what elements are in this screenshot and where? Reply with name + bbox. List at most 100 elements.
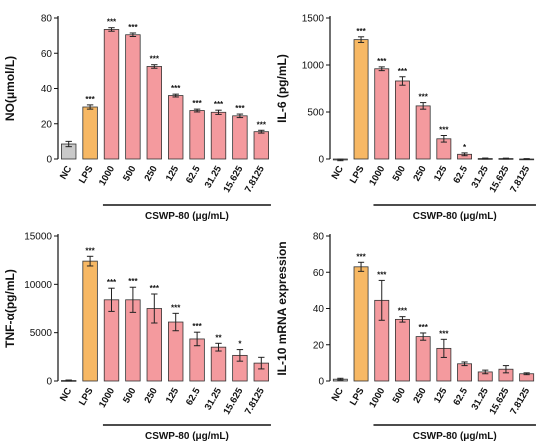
significance-mark: *** bbox=[128, 23, 138, 32]
significance-mark: *** bbox=[356, 27, 366, 36]
bar-8 bbox=[210, 346, 227, 382]
significance-mark: *** bbox=[439, 329, 449, 338]
y-tick-label: 80 bbox=[41, 14, 53, 25]
category-label: 125 bbox=[164, 385, 182, 405]
category-label: LPS bbox=[77, 386, 96, 408]
y-tick-label: 1000 bbox=[302, 61, 325, 72]
bar-3 bbox=[103, 299, 120, 382]
category-label: 7.8125 bbox=[243, 385, 267, 416]
y-axis-label: TNF-α(pg/mL) bbox=[3, 269, 17, 348]
y-tick-label: 5000 bbox=[30, 328, 53, 339]
significance-mark: *** bbox=[377, 57, 387, 66]
bar-6 bbox=[168, 95, 184, 160]
category-label: 250 bbox=[142, 164, 159, 183]
significance-mark: *** bbox=[214, 100, 224, 109]
y-tick-label: 10000 bbox=[24, 280, 52, 291]
significance-mark: *** bbox=[150, 284, 160, 293]
y-tick-label: 0 bbox=[318, 377, 324, 388]
bar-5 bbox=[415, 336, 431, 382]
y-axis-label: IL-10 mRNA expression bbox=[275, 241, 289, 375]
bar-4 bbox=[395, 318, 410, 382]
category-label: 7.8125 bbox=[243, 163, 267, 194]
y-tick-label: 20 bbox=[41, 119, 53, 130]
bar-2 bbox=[353, 266, 369, 382]
category-label: 15.625 bbox=[221, 163, 245, 194]
category-label: 250 bbox=[142, 386, 159, 405]
category-label: 1000 bbox=[367, 164, 387, 188]
significance-mark: *** bbox=[85, 246, 95, 255]
significance-mark: *** bbox=[356, 252, 366, 261]
y-tick-label: 0 bbox=[46, 377, 52, 388]
significance-mark: *** bbox=[235, 104, 245, 113]
category-label: 125 bbox=[432, 163, 450, 183]
significance-mark: *** bbox=[171, 84, 181, 93]
group-label: CSWP-80 (μg/mL) bbox=[145, 431, 229, 442]
y-tick-label: 1500 bbox=[302, 14, 325, 25]
significance-mark: *** bbox=[439, 126, 449, 135]
bar-4 bbox=[395, 80, 410, 160]
category-label: NC bbox=[58, 386, 74, 404]
significance-mark: ** bbox=[215, 333, 222, 342]
bar-2 bbox=[82, 260, 98, 382]
significance-mark: *** bbox=[257, 120, 267, 129]
significance-mark: *** bbox=[107, 278, 117, 287]
category-label: 62.5 bbox=[184, 385, 203, 407]
significance-mark: *** bbox=[377, 270, 387, 279]
bar-2 bbox=[353, 39, 369, 160]
group-label: CSWP-80 (μg/mL) bbox=[145, 211, 229, 222]
y-tick-label: 40 bbox=[313, 304, 325, 315]
bar-3 bbox=[374, 68, 390, 160]
category-label: 31.25 bbox=[203, 385, 225, 412]
bar-5 bbox=[146, 66, 162, 160]
bar-5 bbox=[415, 105, 431, 160]
bar-8 bbox=[210, 111, 227, 160]
category-label: 31.25 bbox=[203, 163, 225, 190]
category-label: 1000 bbox=[367, 386, 387, 410]
bar-4 bbox=[125, 34, 141, 160]
category-label: 31.25 bbox=[469, 163, 491, 190]
category-label: 7.8125 bbox=[508, 163, 532, 194]
y-tick-label: 40 bbox=[41, 84, 53, 95]
significance-mark: *** bbox=[418, 323, 428, 332]
significance-mark: *** bbox=[398, 67, 408, 76]
category-label: 15.625 bbox=[221, 385, 245, 416]
y-tick-label: 0 bbox=[318, 155, 324, 166]
group-label: CSWP-80 (μg/mL) bbox=[413, 431, 497, 442]
y-tick-label: 20 bbox=[313, 340, 325, 351]
significance-mark: *** bbox=[107, 18, 117, 27]
bar-7 bbox=[457, 363, 472, 382]
significance-mark: * bbox=[238, 340, 242, 349]
category-label: LPS bbox=[348, 386, 367, 408]
y-tick-label: 0 bbox=[46, 155, 52, 166]
category-label: 31.25 bbox=[469, 385, 491, 412]
bar-3 bbox=[103, 29, 120, 160]
significance-mark: *** bbox=[418, 93, 428, 102]
category-label: NC bbox=[330, 386, 346, 404]
category-label: 62.5 bbox=[451, 163, 470, 185]
category-label: 1000 bbox=[97, 164, 117, 188]
category-label: 125 bbox=[164, 163, 182, 183]
category-label: LPS bbox=[77, 164, 96, 186]
y-axis-label: NO(μmol/L) bbox=[3, 56, 17, 121]
y-axis-label: IL-6 (pg/mL) bbox=[275, 54, 289, 123]
significance-mark: *** bbox=[398, 307, 408, 316]
category-label: 500 bbox=[391, 164, 408, 183]
y-tick-label: 60 bbox=[41, 49, 53, 60]
category-label: 500 bbox=[121, 164, 138, 183]
category-label: 500 bbox=[391, 386, 408, 405]
category-label: NC bbox=[330, 164, 346, 182]
category-label: NC bbox=[58, 164, 74, 182]
bar-9 bbox=[232, 115, 248, 160]
group-label: CSWP-80 (μg/mL) bbox=[413, 211, 497, 222]
significance-mark: *** bbox=[128, 277, 138, 286]
bar-2 bbox=[82, 106, 98, 160]
y-tick-label: 80 bbox=[313, 232, 325, 243]
significance-mark: *** bbox=[85, 95, 95, 104]
category-label: 62.5 bbox=[451, 385, 470, 407]
significance-mark: *** bbox=[150, 55, 160, 64]
category-label: 125 bbox=[432, 385, 450, 405]
y-tick-label: 500 bbox=[307, 108, 324, 119]
y-tick-label: 15000 bbox=[24, 232, 52, 243]
